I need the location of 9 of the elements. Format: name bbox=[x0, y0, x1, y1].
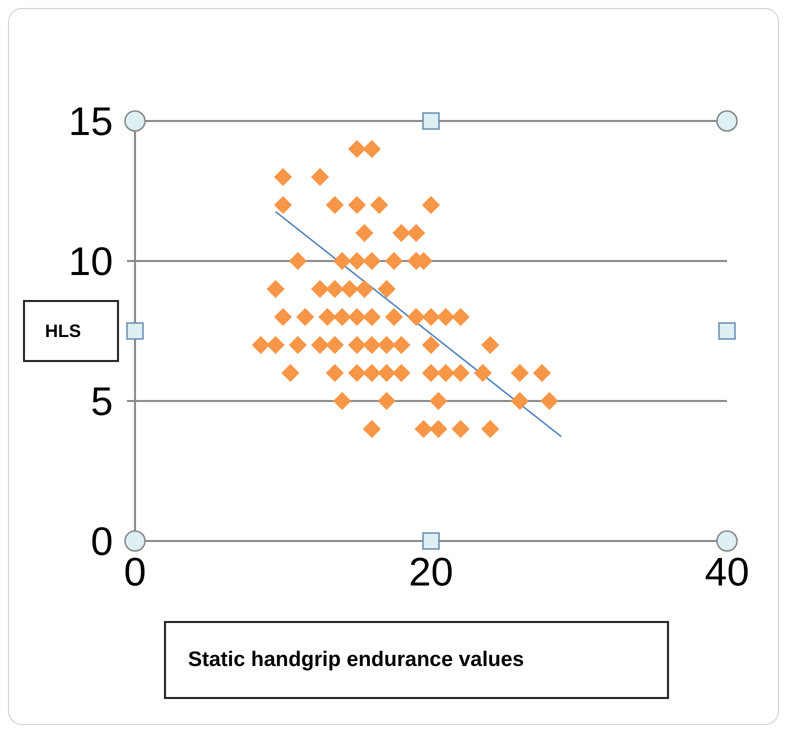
x-tick-label: 0 bbox=[124, 550, 146, 594]
y-tick-label: 10 bbox=[68, 240, 113, 284]
x-tick-label: 20 bbox=[408, 550, 454, 594]
y-tick-label: 0 bbox=[90, 520, 113, 564]
y-tick-label: 15 bbox=[68, 100, 113, 144]
y-tick-label: 5 bbox=[90, 380, 113, 424]
x-axis-title: Static handgrip endurance values bbox=[164, 621, 669, 699]
y-axis-title: HLS bbox=[23, 300, 119, 362]
x-tick-label: 40 bbox=[704, 550, 750, 594]
